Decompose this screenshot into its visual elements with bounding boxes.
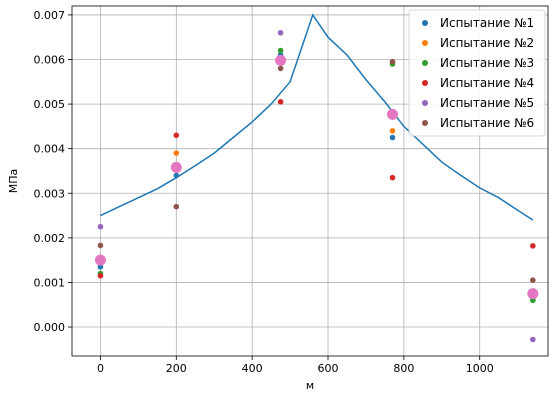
data-point-test-6 bbox=[97, 242, 104, 249]
plot-frame bbox=[71, 5, 549, 357]
legend-marker bbox=[422, 100, 428, 106]
data-point-test-4 bbox=[97, 272, 104, 279]
y-tick-label: 0.002 bbox=[34, 232, 66, 245]
data-point-test-6 bbox=[389, 58, 396, 65]
legend-marker bbox=[422, 40, 428, 46]
y-tick-label: 0.001 bbox=[34, 276, 66, 289]
data-point-test-6 bbox=[530, 277, 536, 284]
data-point-test-2 bbox=[389, 128, 396, 134]
y-tick-label: 0.000 bbox=[34, 321, 66, 334]
legend-label: Испытание №5 bbox=[440, 96, 534, 110]
mean-point bbox=[527, 288, 539, 300]
data-point-test-5 bbox=[530, 336, 536, 343]
legend-label: Испытание №6 bbox=[440, 116, 534, 130]
x-axis-ticks: 0 200 400 600 800 1000 bbox=[97, 356, 494, 375]
x-tick-label: 400 bbox=[242, 362, 263, 375]
model-curve bbox=[100, 13, 534, 221]
y-tick-label: 0.005 bbox=[34, 98, 66, 111]
mean-point bbox=[386, 108, 398, 120]
legend-marker bbox=[422, 120, 428, 126]
legend-label: Испытание №3 bbox=[440, 56, 534, 70]
y-tick-label: 0.004 bbox=[34, 143, 66, 156]
data-point-test-4 bbox=[277, 99, 284, 105]
legend-label: Испытание №2 bbox=[440, 36, 534, 50]
data-point-test-4 bbox=[389, 174, 396, 181]
data-point-test-1 bbox=[173, 172, 180, 179]
y-tick-label: 0.006 bbox=[34, 54, 66, 67]
legend: Испытание №1 Испытание №2 Испытание №3 Испы… bbox=[408, 9, 546, 137]
y-axis-ticks: 0.000 0.001 0.002 0.003 0.004 0.005 0.006 0.007 bbox=[34, 9, 72, 334]
data-point-test-4 bbox=[173, 132, 180, 139]
x-tick-label: 1000 bbox=[466, 362, 494, 375]
legend-marker bbox=[422, 80, 428, 86]
y-axis-label: МПа bbox=[7, 169, 20, 194]
data-point-test-1 bbox=[389, 134, 396, 141]
mean-points bbox=[94, 54, 539, 300]
x-tick-label: 0 bbox=[97, 362, 104, 375]
mean-point bbox=[170, 161, 182, 173]
data-point-test-4 bbox=[530, 243, 536, 249]
data-point-test-3 bbox=[277, 47, 284, 54]
legend-marker bbox=[422, 20, 428, 26]
model-curve-line bbox=[100, 13, 534, 221]
x-tick-label: 600 bbox=[318, 362, 339, 375]
data-point-test-6 bbox=[173, 203, 180, 210]
data-point-test-5 bbox=[277, 29, 284, 36]
x-axis-label: м bbox=[306, 379, 314, 392]
x-tick-label: 200 bbox=[166, 362, 187, 375]
legend-box bbox=[408, 9, 546, 137]
data-point-test-2 bbox=[173, 150, 180, 156]
legend-marker bbox=[422, 60, 428, 66]
grid bbox=[72, 6, 548, 356]
mean-point bbox=[275, 54, 287, 66]
legend-label: Испытание №1 bbox=[440, 16, 534, 30]
y-tick-label: 0.007 bbox=[34, 9, 66, 22]
x-tick-label: 800 bbox=[393, 362, 414, 375]
data-point-test-5 bbox=[97, 223, 104, 230]
legend-label: Испытание №4 bbox=[440, 76, 534, 90]
y-tick-label: 0.003 bbox=[34, 187, 66, 200]
data-point-test-6 bbox=[277, 65, 284, 72]
mean-point bbox=[94, 254, 106, 266]
